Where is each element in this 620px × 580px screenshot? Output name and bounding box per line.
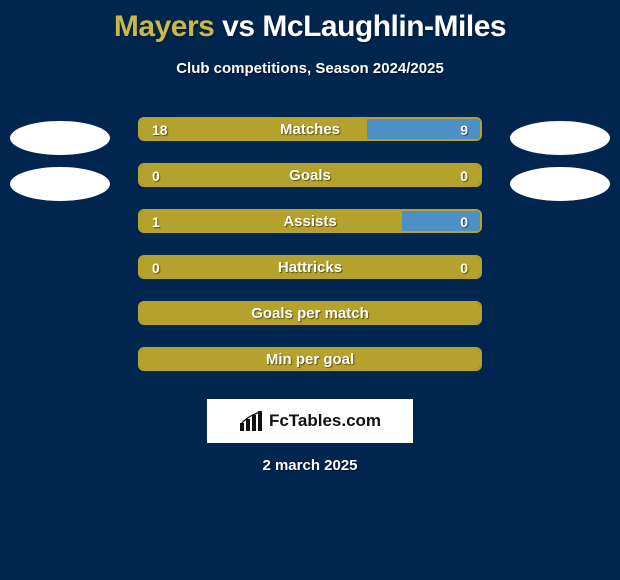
page-title: Mayers vs McLaughlin-Miles bbox=[0, 0, 620, 44]
stat-row: Goals per match bbox=[0, 301, 620, 347]
subtitle: Club competitions, Season 2024/2025 bbox=[0, 60, 620, 77]
player1-fill bbox=[140, 211, 402, 231]
player1-fill bbox=[140, 257, 480, 277]
player2-value: 0 bbox=[448, 165, 480, 187]
stat-bar: 00Goals bbox=[138, 163, 482, 187]
player1-value: 18 bbox=[140, 119, 180, 141]
stat-bar: Goals per match bbox=[138, 301, 482, 325]
player1-badge bbox=[10, 167, 110, 201]
stat-row: Min per goal bbox=[0, 347, 620, 393]
stat-row: 00Hattricks bbox=[0, 255, 620, 301]
player2-value: 0 bbox=[448, 211, 480, 233]
stat-bar: 10Assists bbox=[138, 209, 482, 233]
player1-value: 0 bbox=[140, 257, 172, 279]
player1-name: Mayers bbox=[114, 10, 214, 43]
stat-bar: 189Matches bbox=[138, 117, 482, 141]
stat-row: 189Matches bbox=[0, 117, 620, 163]
date: 2 march 2025 bbox=[0, 457, 620, 474]
comparison-grid: 189Matches00Goals10Assists00HattricksGoa… bbox=[0, 117, 620, 393]
player1-value: 1 bbox=[140, 211, 172, 233]
player1-fill bbox=[140, 165, 480, 185]
player2-name: McLaughlin-Miles bbox=[262, 10, 506, 43]
player2-value: 9 bbox=[448, 119, 480, 141]
logo-text: FcTables.com bbox=[269, 411, 381, 431]
player1-value: 0 bbox=[140, 165, 172, 187]
fctables-logo: FcTables.com bbox=[207, 399, 413, 443]
stat-bar: Min per goal bbox=[138, 347, 482, 371]
stat-bar: 00Hattricks bbox=[138, 255, 482, 279]
player2-badge bbox=[510, 121, 610, 155]
player2-badge bbox=[510, 167, 610, 201]
player1-fill bbox=[140, 349, 480, 369]
player2-value: 0 bbox=[448, 257, 480, 279]
player1-badge bbox=[10, 121, 110, 155]
vs-text: vs bbox=[222, 10, 254, 43]
stat-row: 10Assists bbox=[0, 209, 620, 255]
stat-row: 00Goals bbox=[0, 163, 620, 209]
bar-chart-icon bbox=[239, 411, 265, 431]
player1-fill bbox=[140, 303, 480, 323]
